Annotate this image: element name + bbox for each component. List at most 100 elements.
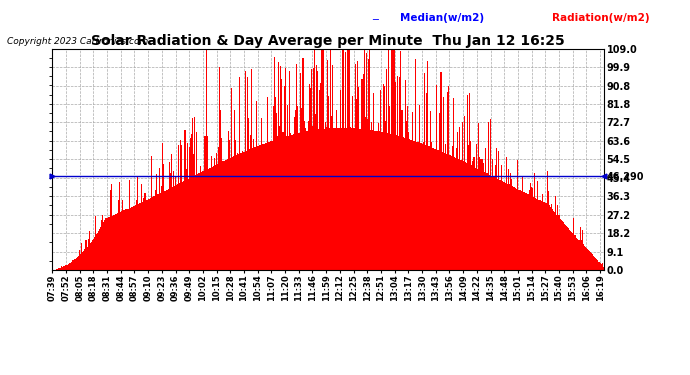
Bar: [532, 188, 533, 270]
Bar: [388, 49, 389, 270]
Bar: [173, 171, 174, 270]
Bar: [118, 200, 119, 270]
Bar: [410, 140, 411, 270]
Bar: [417, 142, 418, 270]
Bar: [454, 158, 455, 270]
Bar: [527, 194, 528, 270]
Bar: [376, 131, 377, 270]
Bar: [116, 214, 117, 270]
Bar: [132, 207, 133, 270]
Bar: [217, 164, 218, 270]
Bar: [510, 173, 511, 270]
Bar: [573, 218, 574, 270]
Bar: [211, 156, 212, 270]
Bar: [236, 155, 237, 270]
Bar: [427, 61, 428, 270]
Bar: [201, 172, 202, 270]
Bar: [140, 202, 141, 270]
Bar: [584, 246, 585, 270]
Bar: [258, 146, 259, 270]
Bar: [492, 159, 493, 270]
Bar: [257, 146, 258, 270]
Bar: [199, 173, 200, 270]
Bar: [202, 171, 204, 270]
Bar: [100, 228, 101, 270]
Bar: [274, 57, 275, 270]
Bar: [531, 187, 532, 270]
Bar: [277, 136, 278, 270]
Bar: [82, 252, 83, 270]
Bar: [588, 250, 589, 270]
Bar: [128, 180, 130, 270]
Bar: [593, 256, 594, 270]
Bar: [161, 186, 162, 270]
Bar: [504, 183, 506, 270]
Bar: [270, 141, 271, 270]
Bar: [578, 240, 580, 270]
Bar: [538, 200, 540, 270]
Bar: [153, 196, 154, 270]
Bar: [133, 206, 134, 270]
Bar: [466, 163, 467, 270]
Bar: [558, 215, 560, 270]
Bar: [482, 163, 484, 270]
Bar: [354, 128, 355, 270]
Bar: [478, 123, 480, 270]
Bar: [230, 158, 231, 270]
Bar: [162, 143, 164, 270]
Bar: [590, 252, 591, 270]
Bar: [386, 133, 388, 270]
Bar: [368, 59, 369, 270]
Bar: [314, 49, 315, 270]
Bar: [312, 126, 313, 270]
Bar: [224, 160, 226, 270]
Bar: [164, 190, 166, 270]
Bar: [81, 243, 82, 270]
Bar: [411, 140, 412, 270]
Bar: [272, 141, 273, 270]
Bar: [592, 255, 593, 270]
Bar: [424, 145, 426, 270]
Bar: [458, 159, 460, 270]
Bar: [279, 126, 280, 270]
Bar: [117, 213, 118, 270]
Bar: [393, 49, 394, 270]
Bar: [336, 110, 337, 270]
Bar: [177, 184, 178, 270]
Bar: [346, 49, 348, 270]
Bar: [115, 214, 116, 270]
Bar: [332, 64, 333, 270]
Bar: [228, 140, 230, 270]
Bar: [432, 148, 433, 270]
Bar: [351, 128, 352, 270]
Bar: [146, 200, 148, 270]
Bar: [566, 226, 567, 270]
Bar: [193, 154, 194, 270]
Bar: [551, 204, 552, 270]
Bar: [98, 231, 99, 270]
Bar: [591, 254, 592, 270]
Bar: [498, 151, 500, 270]
Bar: [384, 121, 386, 270]
Bar: [409, 139, 410, 270]
Bar: [488, 122, 489, 270]
Bar: [135, 205, 136, 270]
Bar: [526, 193, 527, 270]
Bar: [197, 174, 198, 270]
Bar: [97, 232, 98, 270]
Bar: [446, 154, 447, 270]
Bar: [472, 160, 473, 270]
Bar: [339, 128, 340, 270]
Bar: [322, 49, 324, 270]
Bar: [389, 106, 390, 270]
Bar: [453, 98, 454, 270]
Bar: [556, 215, 558, 270]
Bar: [568, 228, 569, 270]
Bar: [231, 88, 232, 270]
Bar: [329, 128, 330, 270]
Bar: [311, 69, 312, 270]
Bar: [192, 118, 193, 270]
Bar: [348, 49, 349, 270]
Bar: [330, 49, 331, 270]
Bar: [360, 129, 362, 270]
